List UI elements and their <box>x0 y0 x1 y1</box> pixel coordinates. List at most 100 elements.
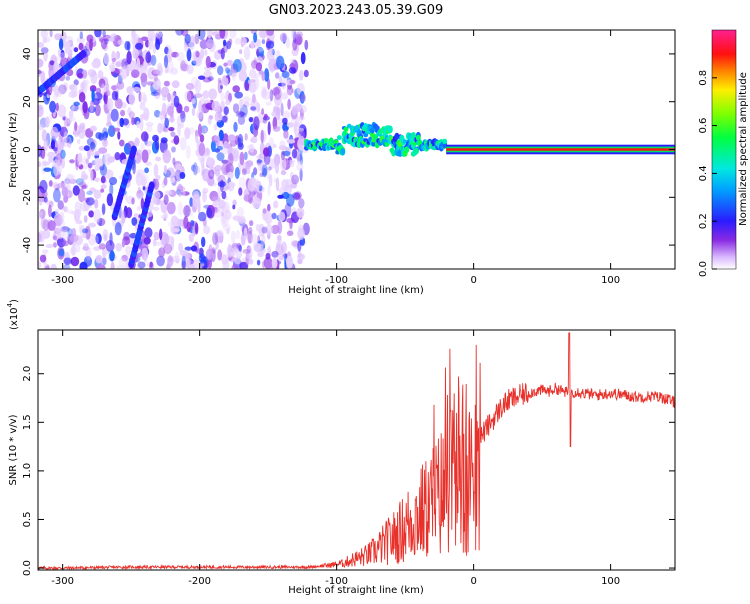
spectrogram-noise-mark <box>213 124 218 131</box>
spectrogram-noise-mark <box>40 30 48 39</box>
spectrogram-noise-mark <box>186 259 195 269</box>
spectrogram-noise-mark <box>200 170 205 177</box>
spectrogram-noise-mark <box>189 127 195 135</box>
spectrogram-noise-mark <box>50 140 56 150</box>
colorbar-tick-label: 0.6 <box>698 118 709 134</box>
spectrogram-noise-mark <box>256 159 263 164</box>
spectrogram-noise-mark <box>53 162 59 177</box>
spectrogram-noise-mark <box>206 156 212 166</box>
spectrogram-noise-mark <box>191 107 196 117</box>
spectrogram-noise-mark <box>109 182 114 197</box>
spectrogram-noise-mark <box>40 47 49 54</box>
spectrogram-noise-mark <box>243 227 248 241</box>
spectrogram-noise-mark <box>248 258 254 265</box>
spectrogram-noise-mark <box>300 104 307 114</box>
spectrogram-noise-mark <box>155 174 161 181</box>
spectrogram-noise-mark <box>145 161 152 166</box>
spectrogram-noise-mark <box>118 258 126 267</box>
spectrogram-noise-mark <box>175 30 184 36</box>
spectrogram-noise-mark <box>240 104 248 118</box>
spectrogram-noise-mark <box>136 205 141 211</box>
spectrogram-noise-mark <box>256 48 260 57</box>
spectrogram-noise-mark <box>291 148 298 159</box>
spectrogram-noise-mark <box>75 219 83 225</box>
spectrogram-noise-mark <box>220 100 225 110</box>
spectrogram-noise-mark <box>168 127 175 132</box>
snr-y-tick-label: 1.5 <box>22 414 33 430</box>
spectrogram-noise-mark <box>267 184 271 197</box>
spectrogram-noise-mark <box>178 242 184 253</box>
spectrogram-noise-mark <box>216 229 224 237</box>
spectrogram-noise-mark <box>237 137 242 144</box>
spectrogram-noise-mark <box>212 232 219 245</box>
spectrogram-noise-mark <box>179 137 187 151</box>
spectrogram-noise-mark <box>38 261 42 269</box>
spectrogram-noise-mark <box>128 111 135 120</box>
spectrogram-noise-mark <box>88 222 97 228</box>
spectrogram-noise-mark <box>198 211 207 222</box>
spectrogram-band-mark <box>404 146 410 154</box>
spectrogram-noise-mark <box>94 199 99 209</box>
spectrogram-noise-mark <box>144 140 153 147</box>
spectrogram-noise-mark <box>238 244 242 252</box>
spectrogram-noise-mark <box>273 86 282 101</box>
spectrogram-noise-mark <box>43 196 48 203</box>
spectrogram-noise-mark <box>42 161 51 166</box>
spectrogram-noise-mark <box>152 77 161 90</box>
spectrogram-noise-mark <box>183 205 191 217</box>
spectrogram-noise-mark <box>164 233 170 245</box>
spectrogram-carrier-line <box>446 148 675 151</box>
spectrogram-noise-mark <box>261 164 268 176</box>
spectrogram-noise-mark <box>123 231 130 241</box>
spectrogram-noise-mark <box>47 220 56 231</box>
spectrogram-noise-mark <box>193 165 201 174</box>
spectrogram-noise-mark <box>85 197 95 206</box>
spectrogram-marks <box>38 30 675 269</box>
spectrogram-noise-mark <box>101 83 105 95</box>
spectrogram-noise-mark <box>259 130 267 143</box>
spectrogram-noise-mark <box>136 252 142 257</box>
spectrogram-noise-mark <box>126 86 134 94</box>
spectrogram-y-tick-label: 40 <box>22 48 33 61</box>
spectrogram-noise-mark <box>173 95 180 108</box>
spectrogram-noise-mark <box>143 107 150 121</box>
spectrogram-noise-mark <box>296 162 304 172</box>
spectrogram-noise-mark <box>261 248 266 253</box>
spectrogram-noise-mark <box>88 210 95 218</box>
snr-y-multiplier-base: (x10 <box>9 307 20 330</box>
spectrogram-noise-mark <box>50 263 57 269</box>
spectrogram-noise-mark <box>149 32 157 38</box>
spectrogram-noise-mark <box>152 206 160 212</box>
spectrogram-noise-mark <box>49 100 57 113</box>
spectrogram-noise-mark <box>140 72 148 83</box>
spectrogram-noise-mark <box>222 205 229 214</box>
spectrogram-noise-mark <box>176 185 186 192</box>
snr-x-tick-label: -200 <box>188 576 211 587</box>
spectrogram-noise-mark <box>286 122 294 128</box>
spectrogram-noise-mark <box>258 223 265 237</box>
spectrogram-noise-mark <box>155 30 163 39</box>
spectrogram-noise-mark <box>226 227 230 235</box>
spectrogram-noise-mark <box>105 90 111 97</box>
spectrogram-noise-mark <box>174 169 182 182</box>
spectrogram-noise-mark <box>214 199 219 206</box>
spectrogram-noise-mark <box>262 208 267 214</box>
spectrogram-noise-mark <box>39 254 47 263</box>
spectrogram-noise-mark <box>40 217 47 230</box>
spectrogram-noise-mark <box>229 30 237 39</box>
spectrogram-noise-mark <box>217 80 223 94</box>
spectrogram-band-mark <box>336 135 342 141</box>
spectrogram-noise-mark <box>291 88 295 93</box>
spectrogram-noise-mark <box>208 115 214 120</box>
spectrogram-noise-mark <box>232 58 242 73</box>
spectrogram-noise-mark <box>276 55 285 70</box>
spectrogram-noise-mark <box>164 117 169 129</box>
spectrogram-noise-mark <box>93 209 102 223</box>
spectrogram-noise-mark <box>41 249 49 254</box>
spectrogram-noise-mark <box>192 193 201 208</box>
spectrogram-noise-mark <box>291 174 299 185</box>
spectrogram-noise-mark <box>50 126 59 140</box>
snr-x-tick-label: -100 <box>325 576 348 587</box>
spectrogram-noise-mark <box>290 171 294 180</box>
spectrogram-noise-mark <box>280 158 287 172</box>
